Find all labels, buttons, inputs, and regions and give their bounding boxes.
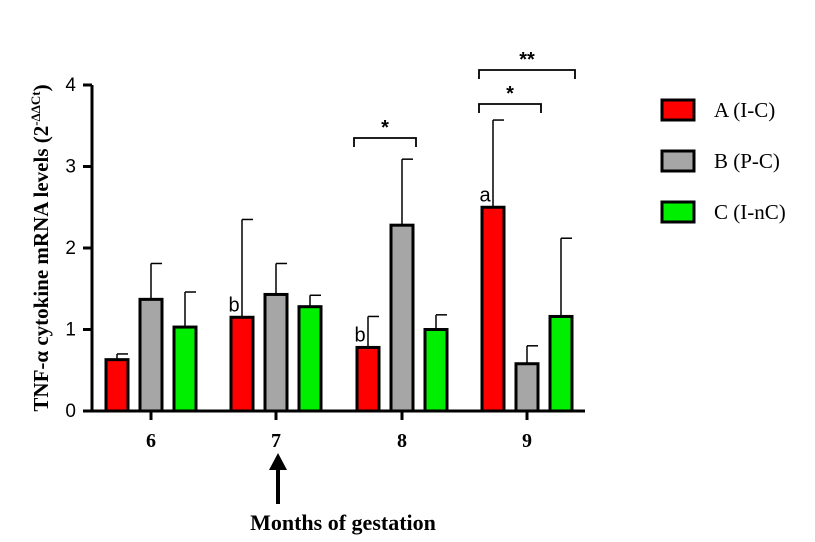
bar-b-8 <box>389 223 415 413</box>
significance-bracket <box>353 137 417 147</box>
significance-bracket <box>478 69 576 79</box>
bar-b-7 <box>263 292 289 413</box>
legend-swatch <box>660 200 696 224</box>
legend-label: B (P-C) <box>714 149 780 173</box>
x-axis-label: Months of gestation <box>250 510 436 535</box>
bar-a-6 <box>104 358 130 413</box>
bar-c-8 <box>423 328 449 413</box>
bar-b-6 <box>138 297 164 413</box>
bar-c-6 <box>172 325 198 413</box>
significance-stars: ** <box>519 49 535 71</box>
significance-stars: * <box>381 117 389 139</box>
legend-label: C (I-nC) <box>714 200 786 224</box>
significance-bracket <box>478 103 542 113</box>
x-tick-label: 9 <box>522 430 532 452</box>
bars <box>104 205 574 413</box>
bar-c-9 <box>548 314 574 413</box>
x-tick-label: 6 <box>146 430 156 452</box>
y-tick-label: 4 <box>65 75 76 96</box>
error-bars <box>116 119 572 364</box>
y-tick-label: 2 <box>65 238 76 259</box>
legend-swatch <box>660 149 696 173</box>
significance-letter: b <box>354 324 365 346</box>
bar-c-7 <box>297 305 323 413</box>
legend-swatch <box>660 98 696 122</box>
bar-b-9 <box>514 362 540 413</box>
arrow-head-icon <box>269 453 287 470</box>
y-tick-label: 0 <box>65 401 76 422</box>
legend-label: A (I-C) <box>714 98 775 122</box>
x-tick-label: 8 <box>397 430 407 452</box>
significance-letter: b <box>228 294 239 316</box>
x-tick-label: 7 <box>271 430 281 452</box>
bar-a-8 <box>355 345 381 413</box>
significance-letter: a <box>479 184 491 206</box>
significance-stars: * <box>506 83 514 105</box>
y-tick-label: 3 <box>65 157 76 178</box>
y-tick-label: 1 <box>65 320 76 341</box>
y-axis-label: TNF-α cytokine mRNA levels (2-ΔΔCt) <box>28 84 53 411</box>
legend: A (I-C) B (P-C) C (I-nC) <box>660 98 786 224</box>
bar-a-9 <box>480 205 506 413</box>
annotations: bba**** <box>228 49 576 504</box>
bar-a-7 <box>229 315 255 413</box>
